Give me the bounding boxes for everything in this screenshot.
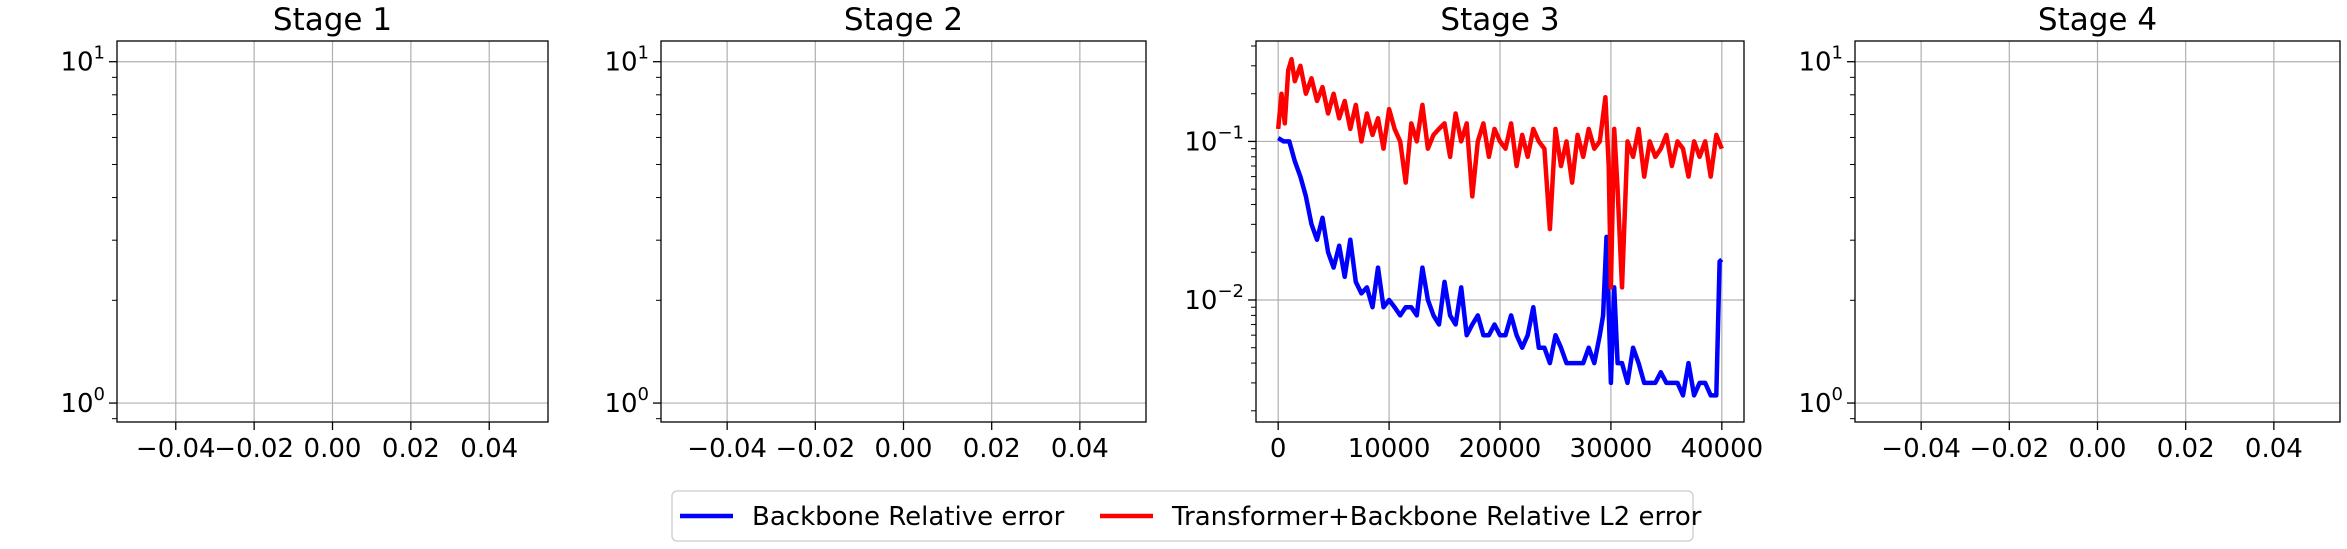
y-tick-label: 101 [60, 43, 105, 78]
x-tick-label: −0.02 [214, 434, 294, 464]
panel-stage-1: −0.04−0.02 0.00 0.02 0.04 100 101 Stage 1 [60, 2, 549, 464]
x-tick-label: 0 [1270, 434, 1287, 464]
x-tick-label: 20000 [1459, 434, 1542, 464]
x-tick-label: 0.00 [304, 434, 362, 464]
x-tick-label: 0.02 [2157, 434, 2215, 464]
x-tick-label: 0.04 [1051, 434, 1109, 464]
panel-stage-2: −0.04 −0.02 0.00 0.02 0.04 100 101 Stage 2 [604, 2, 1147, 464]
legend-box [671, 490, 1694, 542]
x-tick-label: 0.00 [2069, 434, 2127, 464]
x-tick-label: 40000 [1680, 434, 1763, 464]
panel-stage-3: 0 10000 20000 30000 40000 10−2 10−1 Stage 3 [1184, 2, 1763, 464]
series-line-transformer-backbone [1275, 56, 1724, 290]
x-tick-label: 0.00 [875, 434, 933, 464]
x-tick-label: 0.04 [2245, 434, 2303, 464]
y-tick-label: 100 [1798, 384, 1843, 419]
y-tick-label: 100 [604, 384, 649, 419]
legend-label: Backbone Relative error [752, 502, 1065, 532]
x-tick-label: −0.04 [687, 434, 767, 464]
legend-label: Transformer+Backbone Relative L2 error [1171, 502, 1702, 532]
y-tick-label: 10−1 [1184, 122, 1244, 157]
x-tick-label: −0.02 [1969, 434, 2049, 464]
panel-stage-4: −0.04 −0.02 0.00 0.02 0.04 100 101 Stage 4 [1798, 2, 2341, 464]
chart-title: Stage 3 [1440, 2, 1559, 38]
y-tick-label: 10−2 [1184, 281, 1244, 316]
x-tick-label: −0.02 [775, 434, 855, 464]
chart-title: Stage 4 [2038, 2, 2157, 38]
chart-title: Stage 1 [273, 2, 392, 38]
y-tick-label: 101 [1798, 43, 1843, 78]
series-line-backbone [1277, 136, 1724, 398]
x-tick-label: −0.04 [1881, 434, 1961, 464]
x-tick-label: 30000 [1570, 434, 1653, 464]
x-tick-label: 0.04 [460, 434, 518, 464]
y-tick-label: 101 [604, 43, 649, 78]
legend: Backbone Relative error Transformer+Backb… [671, 490, 1702, 542]
x-tick-label: 0.02 [963, 434, 1021, 464]
chart-title: Stage 2 [844, 2, 963, 38]
y-tick-label: 100 [60, 384, 105, 419]
x-tick-label: 0.02 [382, 434, 440, 464]
x-tick-label: 10000 [1348, 434, 1431, 464]
x-tick-label: −0.04 [136, 434, 216, 464]
